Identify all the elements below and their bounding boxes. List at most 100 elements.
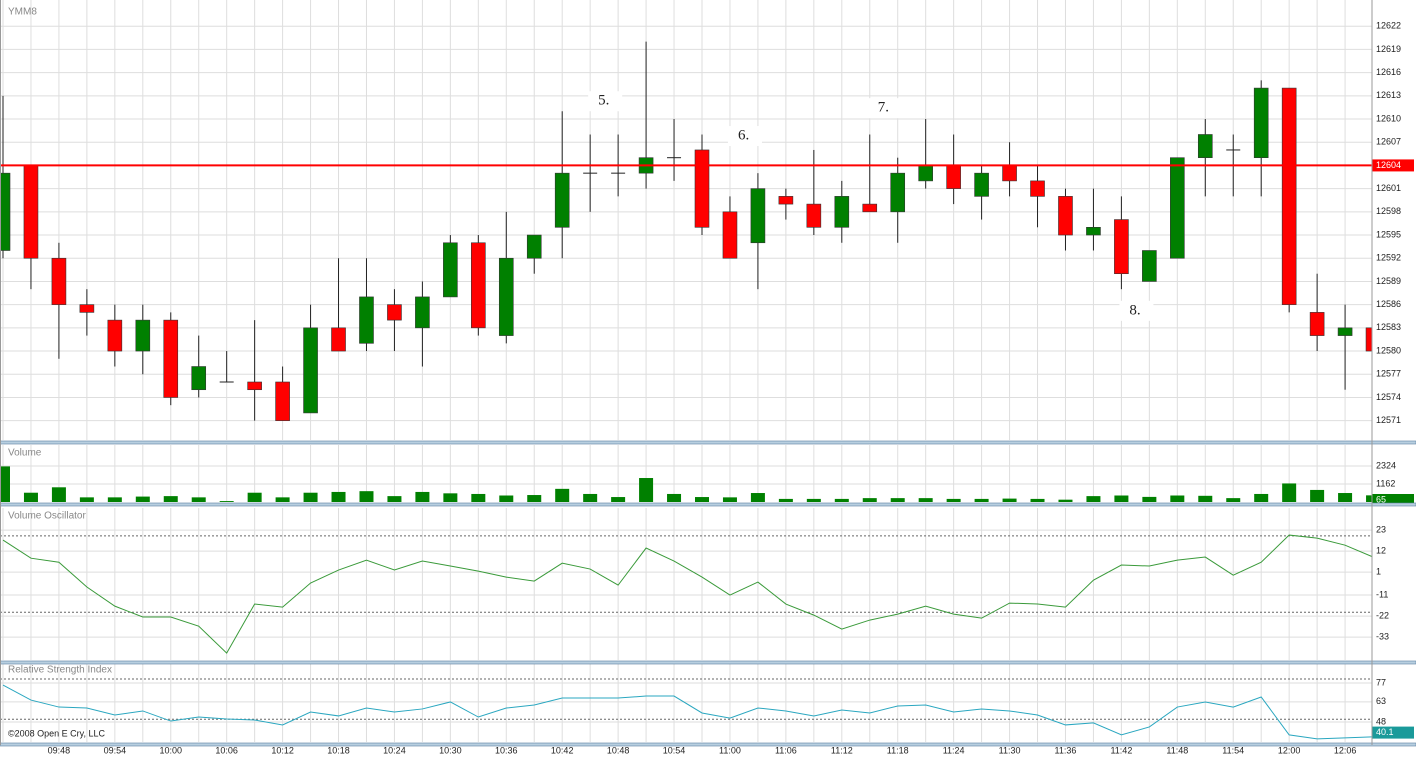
candle-body — [163, 319, 179, 398]
volume-bar — [1002, 498, 1017, 502]
panel-title: Volume — [8, 448, 42, 459]
x-tick-label: 11:42 — [1110, 745, 1132, 755]
candle-body — [862, 203, 878, 213]
candle-body — [1142, 250, 1157, 282]
volume-bar — [611, 497, 626, 502]
panel-separator — [0, 440, 1416, 445]
candle-body — [974, 172, 989, 197]
volume-bar — [1310, 489, 1325, 502]
y-tick-label: 12613 — [1376, 90, 1401, 100]
candle-body — [498, 257, 514, 336]
candle-body — [23, 165, 39, 259]
volume-bar — [834, 498, 849, 502]
volume-bar — [23, 492, 38, 502]
volume-bar — [247, 492, 262, 502]
candle-body — [722, 211, 738, 259]
y-tick-label: 48 — [1376, 716, 1386, 726]
annotation-box — [588, 91, 623, 112]
volume-bar — [918, 498, 933, 502]
y-tick-label: 77 — [1376, 677, 1386, 687]
y-tick-label: 12583 — [1376, 322, 1401, 332]
candle-body — [1197, 134, 1213, 158]
volume-bar — [806, 498, 821, 502]
candle-body — [1002, 165, 1017, 182]
current-value-box — [1372, 726, 1414, 739]
candle-body — [1281, 87, 1297, 305]
x-tick-label: 11:18 — [887, 745, 909, 755]
panel-background — [0, 508, 1372, 660]
y-tick-label: 63 — [1376, 696, 1386, 706]
y-tick-label: 12589 — [1376, 276, 1401, 286]
x-tick-label: 10:12 — [271, 745, 294, 755]
volume-bar — [471, 493, 486, 502]
volume-bar — [1366, 495, 1372, 502]
y-tick-label: -33 — [1376, 631, 1389, 641]
volume-bar — [1338, 493, 1353, 502]
y-tick-label: 12592 — [1376, 253, 1401, 263]
y-tick-label: 12 — [1376, 545, 1386, 555]
annotation: 6. — [738, 127, 749, 143]
panel-title: Relative Strength Index — [8, 665, 112, 676]
candle-body — [303, 327, 318, 414]
volume-bar — [527, 495, 542, 502]
candle-body — [331, 327, 346, 352]
volume-bar — [583, 493, 598, 502]
panel-separator — [0, 660, 1416, 665]
candle-body — [51, 257, 67, 305]
y-tick-label: 12595 — [1376, 229, 1401, 239]
volume-bar — [1114, 495, 1129, 502]
volume-bar — [331, 491, 346, 502]
x-tick-label: 10:42 — [551, 745, 574, 755]
panel-background — [0, 0, 1372, 440]
candle-body — [694, 149, 710, 228]
candle-body — [247, 381, 262, 391]
candle-body — [554, 172, 570, 228]
volume-bar — [275, 497, 290, 502]
volume-bar — [862, 498, 877, 502]
x-tick-label: 11:12 — [831, 745, 853, 755]
y-tick-label: 2324 — [1376, 460, 1396, 470]
volume-bar — [163, 496, 178, 502]
x-tick-label: 11:06 — [775, 745, 797, 755]
volume-bar — [1086, 496, 1101, 502]
annotation-box — [1119, 300, 1154, 321]
candle-body — [79, 304, 95, 313]
candle-body — [1170, 157, 1185, 259]
x-tick-label: 11:30 — [999, 745, 1021, 755]
x-tick-label: 10:54 — [663, 745, 686, 755]
candle-body — [526, 234, 542, 259]
x-tick-label: 11:48 — [1166, 745, 1188, 755]
volume-bar — [499, 495, 514, 502]
panel-title: Volume Oscillator — [8, 511, 86, 522]
panel-title: YMM8 — [8, 7, 37, 18]
volume-bar — [51, 487, 66, 502]
volume-bar — [219, 501, 234, 502]
candle-body — [107, 319, 123, 352]
candle-body — [275, 381, 290, 421]
candle-body — [443, 242, 458, 298]
volume-bar — [695, 497, 709, 502]
candle-body — [0, 172, 11, 251]
y-tick-label: 12607 — [1376, 137, 1401, 147]
x-tick-label: 09:48 — [48, 745, 71, 755]
y-tick-label: 12580 — [1376, 345, 1401, 355]
y-tick-label: 1162 — [1376, 478, 1395, 488]
y-tick-label: -22 — [1376, 610, 1389, 620]
reference-label: 12604 — [1376, 160, 1401, 170]
volume-bar — [79, 497, 94, 502]
volume-bar — [135, 496, 150, 502]
candle-body — [1114, 219, 1129, 275]
candle-body — [1253, 87, 1269, 158]
volume-bar — [415, 491, 430, 502]
x-tick-label: 10:30 — [439, 745, 462, 755]
panel-separator — [0, 742, 1416, 747]
candle-body — [471, 242, 486, 329]
candle-body — [750, 188, 766, 244]
x-tick-label: 12:00 — [1278, 745, 1301, 755]
x-tick-label: 10:00 — [159, 745, 182, 755]
volume-bar — [1226, 498, 1241, 502]
candle-body — [387, 304, 402, 321]
candle-body — [1337, 327, 1353, 336]
volume-bar — [555, 488, 570, 502]
